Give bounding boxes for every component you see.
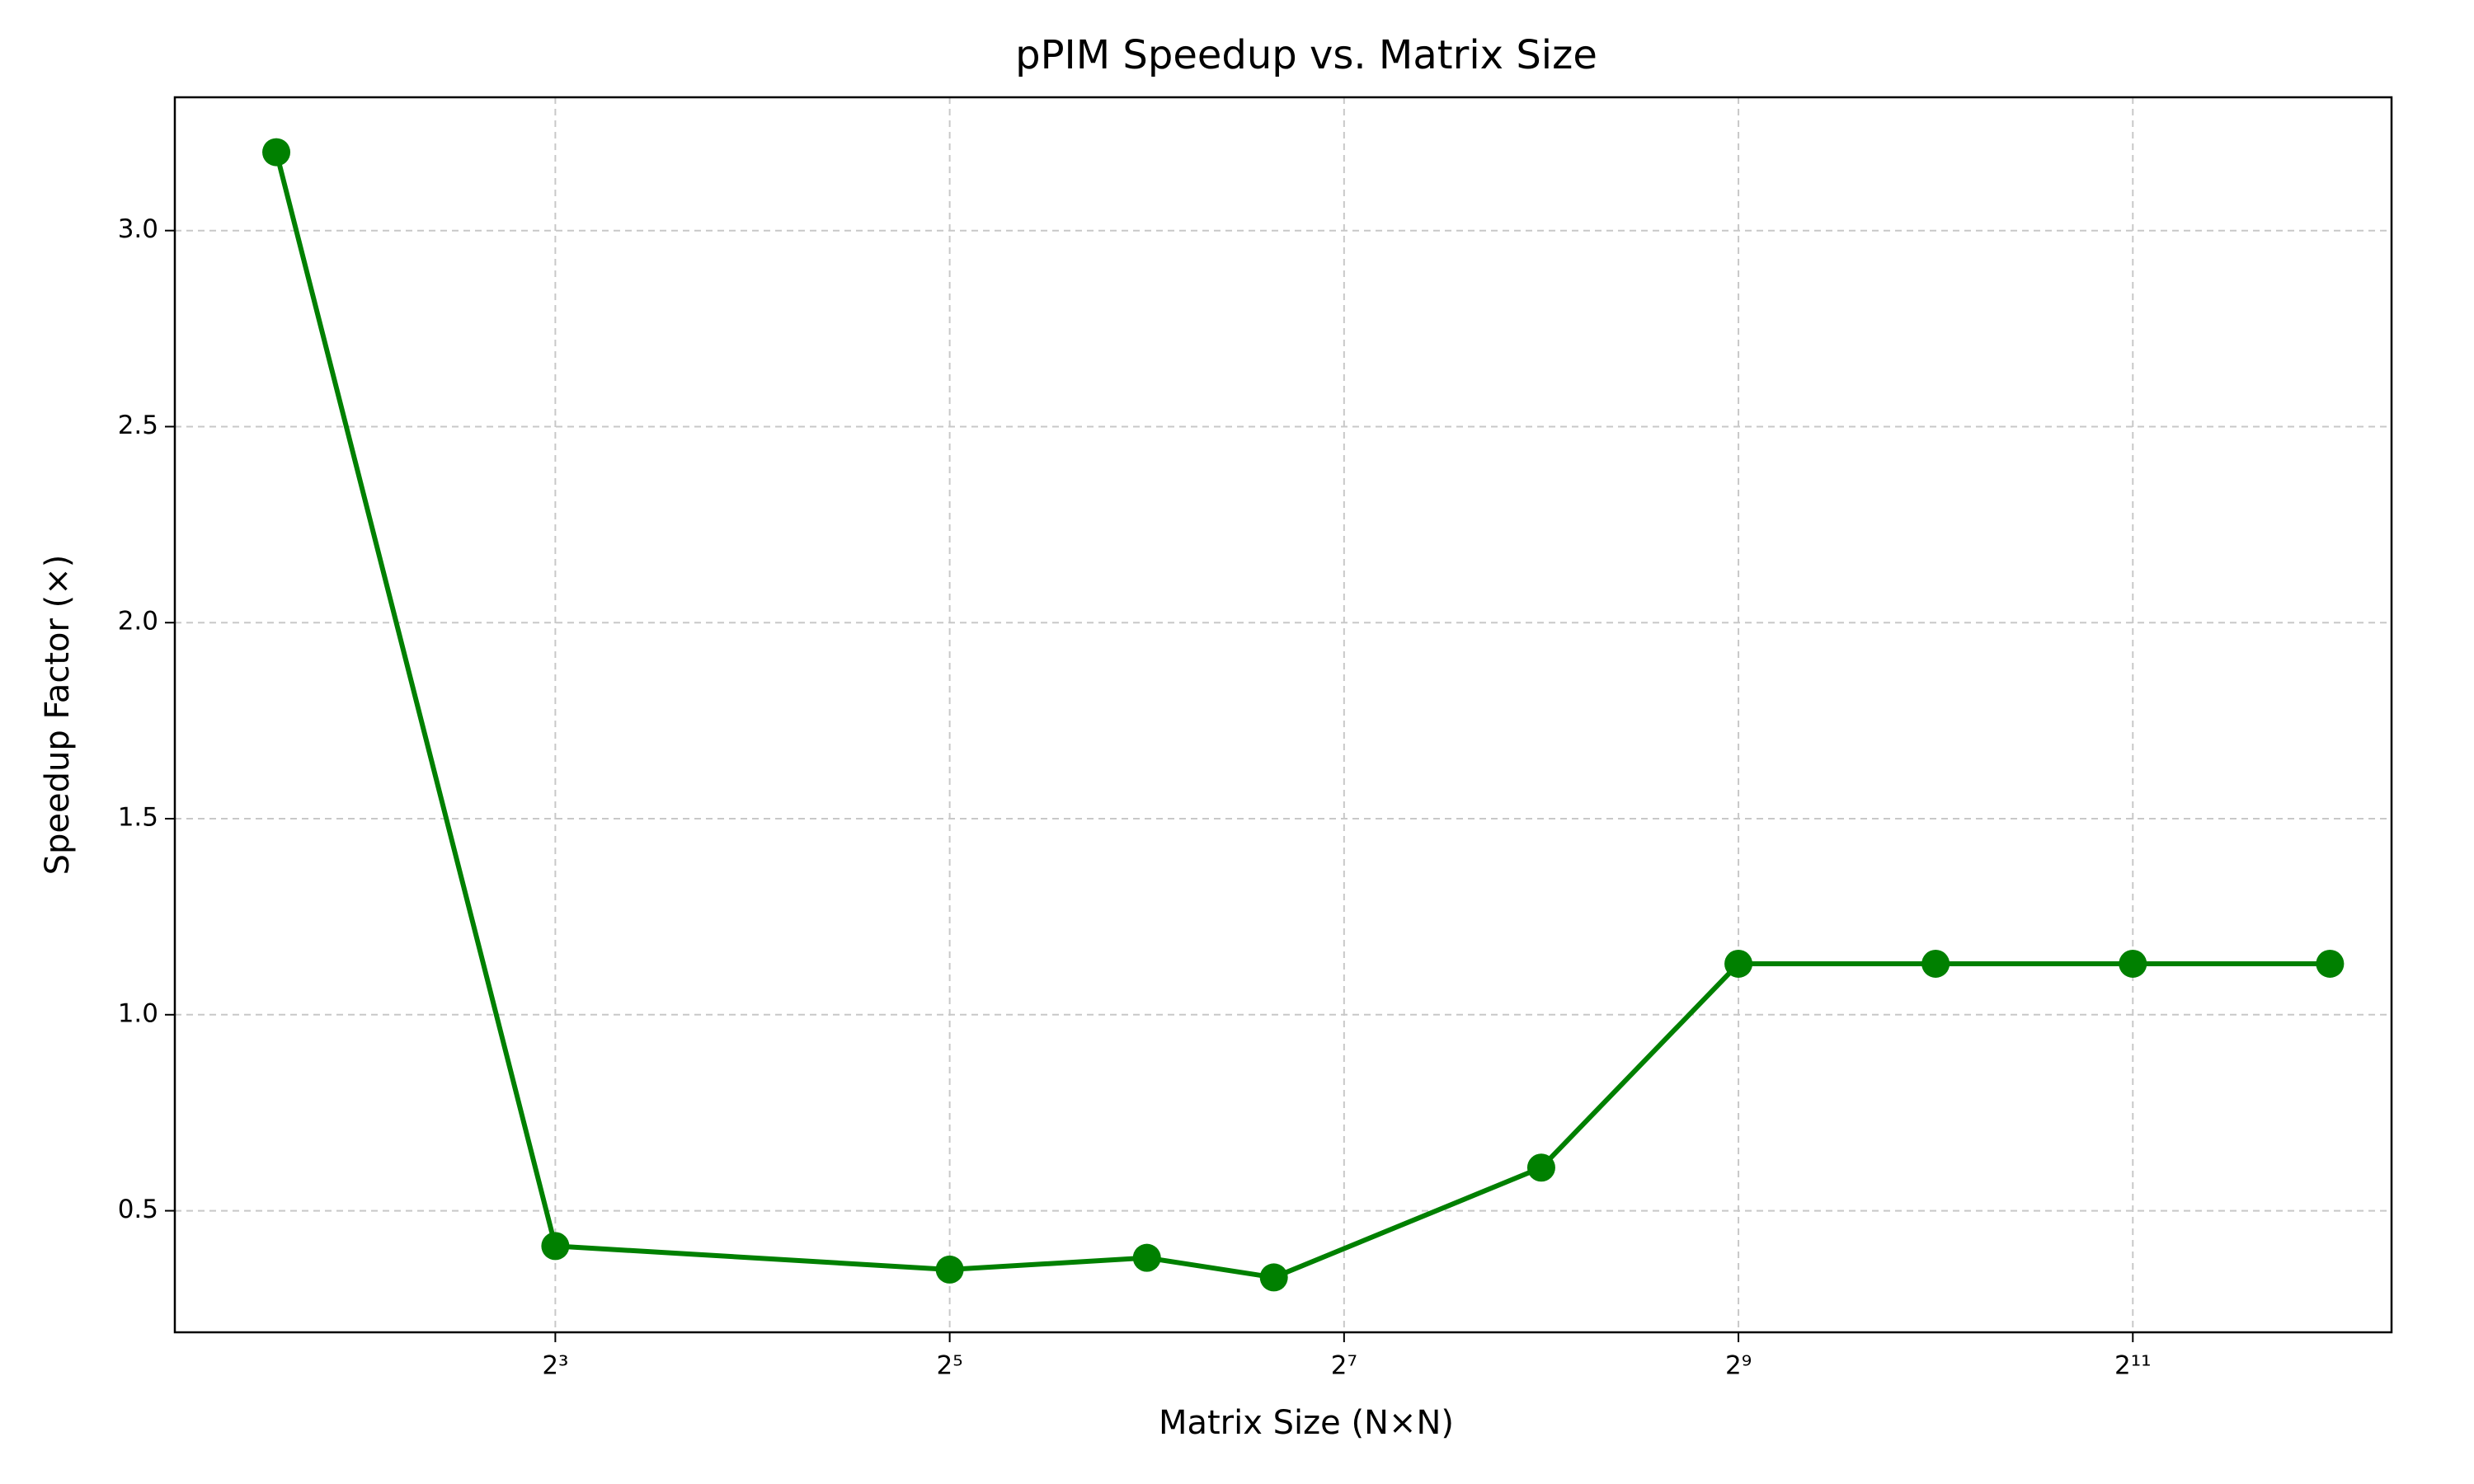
y-tick-label: 2.5 xyxy=(118,411,158,440)
data-point xyxy=(1724,949,1753,978)
chart-title: pPIM Speedup vs. Matrix Size xyxy=(1015,32,1597,78)
y-tick-label: 1.0 xyxy=(118,998,158,1028)
x-axis-label: Matrix Size (N×N) xyxy=(1159,1404,1454,1442)
data-point xyxy=(1921,949,1950,978)
y-axis-label: Speedup Factor (×) xyxy=(39,555,77,876)
data-line xyxy=(274,151,2331,1280)
data-point xyxy=(2119,949,2147,978)
y-tick-label: 2.0 xyxy=(118,607,158,636)
x-tick-label: 2³ xyxy=(542,1351,568,1381)
data-point xyxy=(1259,1263,1288,1292)
data-point xyxy=(935,1255,964,1284)
data-point xyxy=(2316,949,2345,978)
data-point xyxy=(262,138,291,167)
x-tick-label: 2⁹ xyxy=(1725,1351,1752,1381)
data-point xyxy=(1132,1243,1161,1272)
x-tick-label: 2⁷ xyxy=(1331,1351,1357,1381)
x-tick-label: 2⁵ xyxy=(937,1351,963,1381)
data-point xyxy=(541,1232,570,1261)
plot-frame xyxy=(173,96,2393,1334)
data-point xyxy=(1526,1153,1555,1182)
y-tick-label: 0.5 xyxy=(118,1195,158,1224)
y-tick-label: 3.0 xyxy=(118,214,158,244)
y-tick-label: 1.5 xyxy=(118,803,158,833)
x-tick-label: 2¹¹ xyxy=(2114,1351,2152,1381)
